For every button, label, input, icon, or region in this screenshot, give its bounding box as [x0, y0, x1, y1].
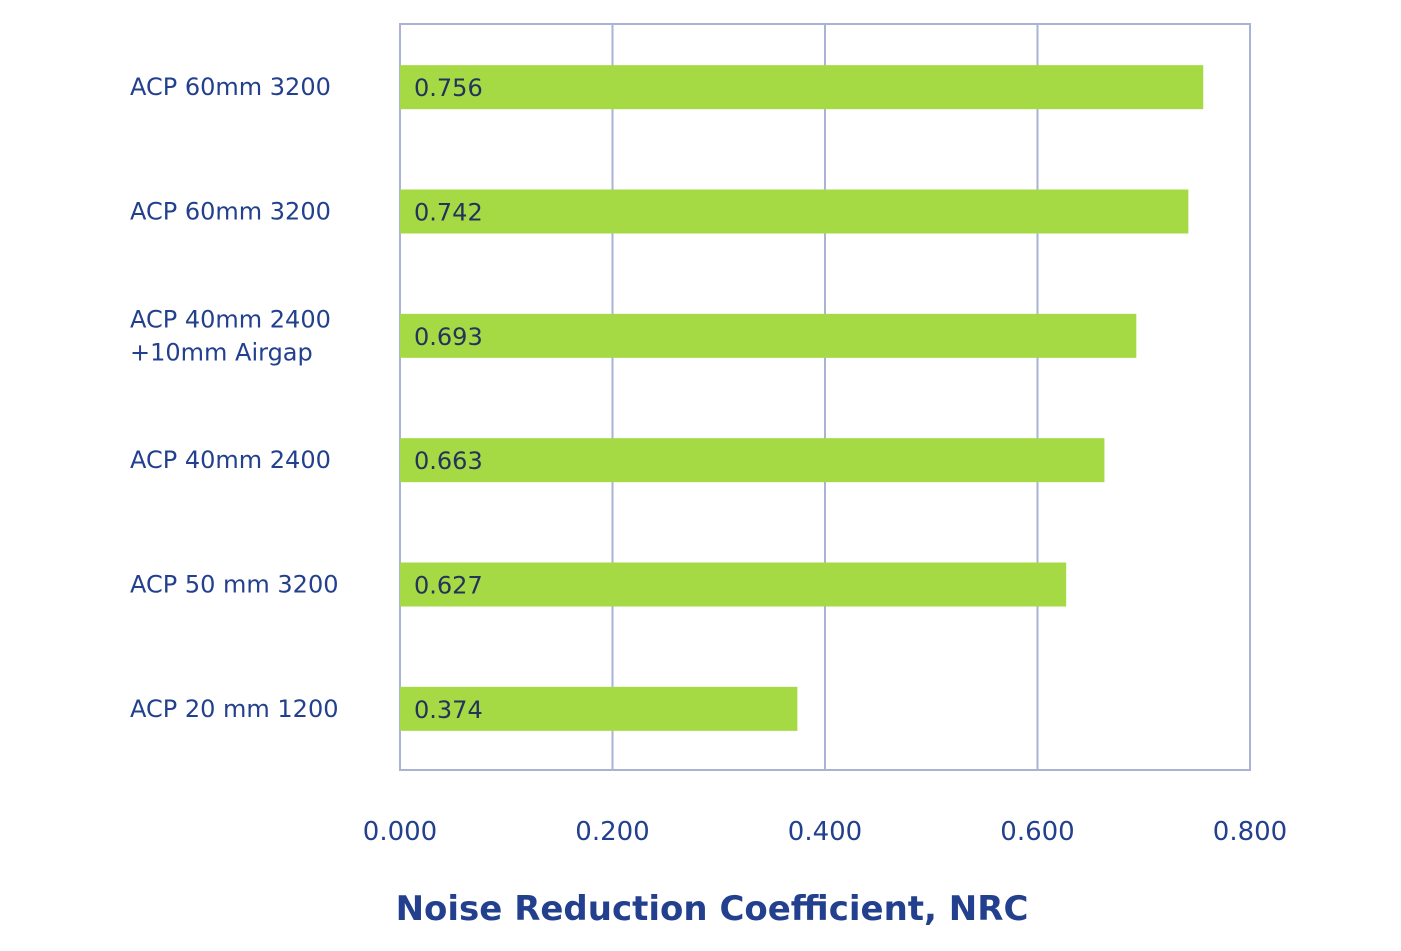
data-label: 0.627 [414, 572, 483, 600]
data-label: 0.693 [414, 323, 483, 351]
x-tick-label: 0.400 [788, 817, 862, 847]
x-axis-title: Noise Reduction Coefficient, NRC [396, 889, 1029, 929]
category-label: ACP 20 mm 1200 [130, 695, 339, 723]
bar [400, 438, 1105, 483]
bar [400, 686, 798, 731]
x-tick-label: 0.600 [1000, 817, 1074, 847]
category-label: ACP 60mm 3200 [130, 73, 331, 101]
bar [400, 313, 1137, 358]
bar [400, 189, 1189, 234]
category-label: ACP 40mm 2400 [130, 446, 331, 474]
x-tick-label: 0.000 [363, 817, 437, 847]
category-label: ACP 40mm 2400 +10mm Airgap [130, 305, 331, 366]
category-label: ACP 50 mm 3200 [130, 571, 339, 599]
label-layer: 0.000 0.200 0.400 0.600 0.800 0.756 ACP 60mm 3… [130, 73, 1287, 847]
x-tick-label: 0.200 [575, 817, 649, 847]
bar [400, 562, 1067, 607]
bar [400, 65, 1204, 110]
data-label: 0.663 [414, 447, 483, 475]
bar-layer [400, 65, 1204, 731]
data-label: 0.742 [414, 199, 483, 227]
category-label: ACP 60mm 3200 [130, 198, 331, 226]
data-label: 0.374 [414, 696, 483, 724]
grid-layer [399, 23, 1251, 771]
x-tick-label: 0.800 [1213, 817, 1287, 847]
data-label: 0.756 [414, 74, 483, 102]
